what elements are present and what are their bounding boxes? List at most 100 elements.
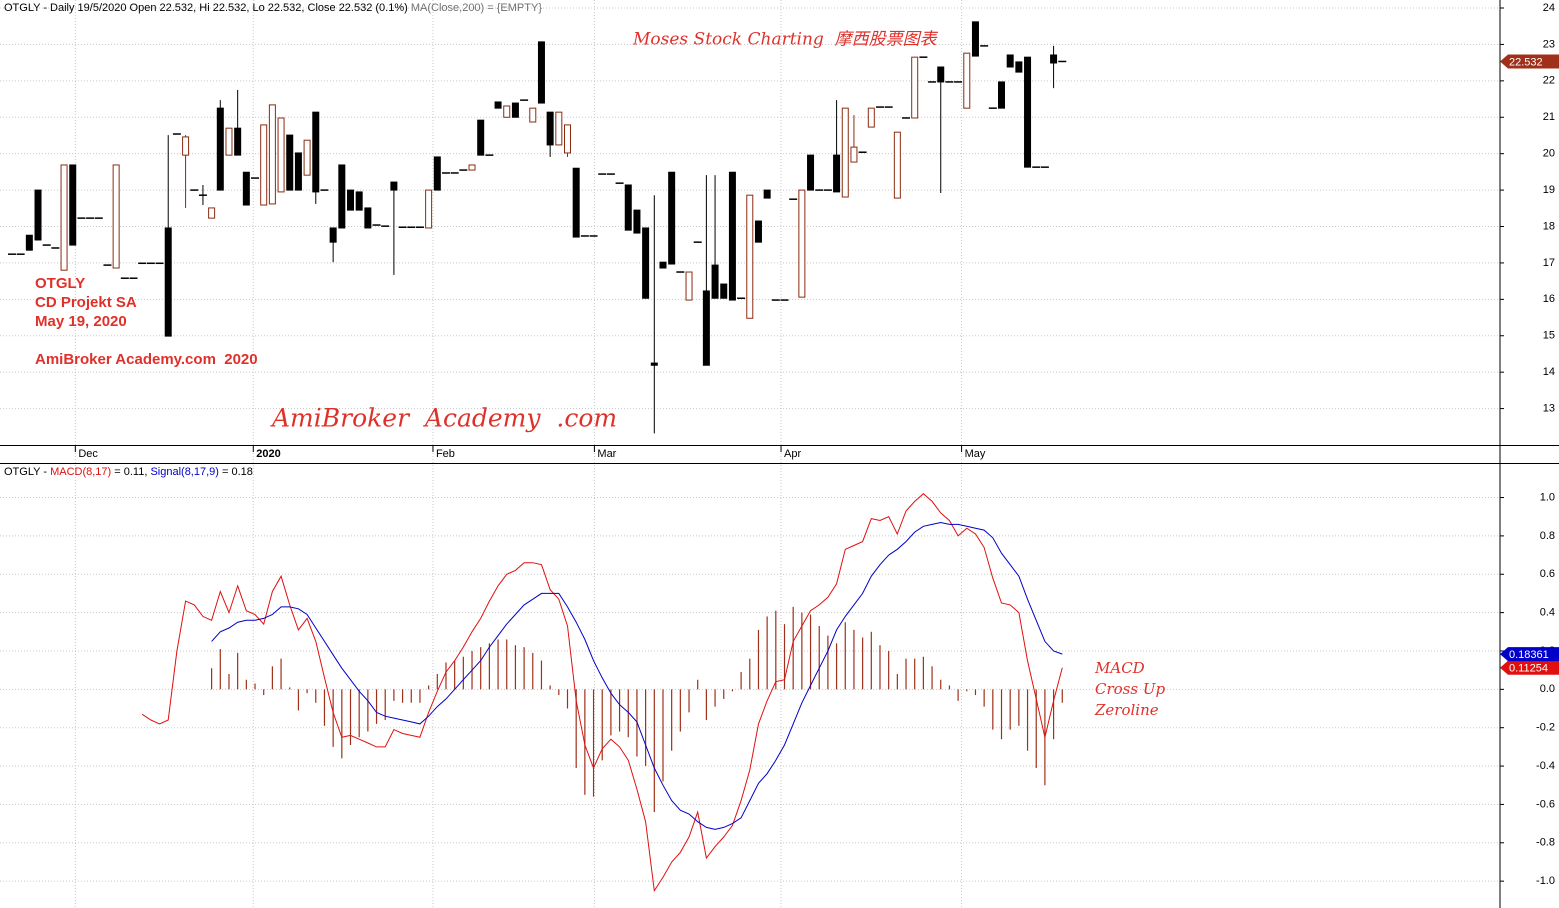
series-line	[211, 521, 1063, 830]
candle-body	[728, 171, 736, 301]
y-tick-label: 1.0	[1540, 491, 1555, 503]
y-tick-label: -1.0	[1536, 875, 1555, 887]
candle-body	[286, 134, 294, 191]
candle-body	[355, 191, 363, 211]
candle-body	[537, 41, 545, 104]
candle-body	[1006, 54, 1014, 68]
price-header: OTGLY - Daily 19/5/2020 Open 22.532, Hi …	[4, 2, 542, 14]
candle-body	[546, 111, 554, 146]
annotation: Moses Stock Charting 摩西股票图表	[632, 30, 939, 50]
candle-body	[503, 105, 511, 118]
candle-body	[650, 362, 658, 366]
candle-body	[347, 189, 355, 211]
candle-body	[182, 136, 190, 156]
candle-body	[642, 227, 650, 299]
candle-body	[164, 227, 172, 337]
legend-entry: MACD(8,17)	[50, 466, 111, 478]
y-tick-label: 24	[1543, 2, 1555, 14]
y-tick-label: 0.6	[1540, 568, 1555, 580]
candle-body	[711, 264, 719, 299]
candle-body	[112, 164, 120, 269]
watermark: AmiBroker Academy .com	[270, 404, 617, 433]
candle-body	[572, 167, 580, 238]
y-tick-label: 17	[1543, 257, 1555, 269]
candle-body	[1024, 56, 1032, 168]
candle-body	[329, 227, 337, 243]
y-tick-label: 20	[1543, 148, 1555, 160]
candle-body	[971, 21, 979, 57]
macd-title: OTGLY -	[4, 466, 47, 478]
candle-body	[277, 117, 285, 193]
candle-body	[807, 154, 815, 191]
y-tick-label: 14	[1543, 366, 1555, 378]
candle-body	[1050, 54, 1058, 64]
candle-body	[494, 101, 502, 109]
candle-body	[555, 111, 563, 146]
annotation: OTGLY	[35, 275, 85, 292]
y-tick-label: 21	[1543, 111, 1555, 123]
y-tick-label: 0.8	[1540, 530, 1555, 542]
candle-body	[893, 131, 901, 199]
candle-body	[260, 124, 268, 206]
y-tick-label: 0.4	[1540, 607, 1555, 619]
series-line	[141, 493, 1063, 893]
candle-body	[268, 104, 276, 205]
candle-body	[911, 56, 919, 119]
y-tick-label: 19	[1543, 184, 1555, 196]
candle-body	[390, 181, 398, 191]
candle-body	[338, 164, 346, 229]
x-tick-label: Feb	[436, 448, 455, 460]
candle-body	[303, 139, 311, 176]
candle-body	[529, 107, 537, 123]
x-tick-label: Mar	[597, 448, 616, 460]
y-tick-label: 22	[1543, 75, 1555, 87]
candle-body	[564, 124, 572, 154]
candle-body	[798, 189, 806, 298]
candle-body	[833, 154, 841, 193]
candle-body	[34, 189, 42, 241]
candle-body	[25, 234, 33, 251]
last-value-label: 0.18361	[1509, 649, 1549, 661]
last-value-tag	[1500, 647, 1559, 662]
x-tick-label: Dec	[78, 448, 98, 460]
candle-body	[841, 107, 849, 198]
candle-body	[433, 156, 441, 191]
y-tick-label: -0.2	[1536, 722, 1555, 734]
plot-layer	[0, 0, 1500, 908]
annotation: May 19, 2020	[35, 313, 127, 330]
candle-body	[659, 261, 667, 269]
candle-body	[216, 107, 224, 191]
legend-value: = 0.18	[222, 466, 253, 478]
annotation: AmiBroker Academy.com 2020	[35, 351, 258, 368]
candle-body	[1015, 61, 1023, 73]
x-tick-label: 2020	[256, 448, 280, 460]
y-tick-label: -0.8	[1536, 837, 1555, 849]
candle-body	[624, 184, 632, 231]
legend-value: = 0.11,	[114, 466, 147, 478]
y-tick-label: 0.0	[1540, 683, 1555, 695]
legend-entry: Signal(8,17,9)	[150, 466, 219, 478]
candle-body	[294, 152, 302, 191]
annotation: Cross Up	[1095, 680, 1165, 698]
candle-body	[685, 271, 693, 301]
candle-body	[312, 111, 320, 193]
candle-body	[234, 127, 242, 156]
candle-body	[668, 171, 676, 265]
candle-body	[364, 207, 372, 229]
candle-body	[225, 127, 233, 156]
candle-body	[763, 189, 771, 199]
candle-body	[242, 171, 250, 206]
candle-body	[511, 102, 519, 118]
candle-body	[720, 283, 728, 299]
ma-label: MA(Close,200) = {EMPTY}	[411, 2, 542, 14]
candle-body	[867, 107, 875, 128]
candle-body	[477, 119, 485, 156]
price-title: OTGLY - Daily 19/5/2020 Open 22.532, Hi …	[4, 2, 408, 14]
last-value-label: 22.532	[1509, 56, 1543, 68]
x-tick-label: Apr	[784, 448, 801, 460]
annotation: Zeroline	[1094, 701, 1159, 719]
macd-header: OTGLY - MACD(8,17) = 0.11, Signal(8,17,9…	[4, 466, 253, 478]
candle-body	[754, 220, 762, 243]
